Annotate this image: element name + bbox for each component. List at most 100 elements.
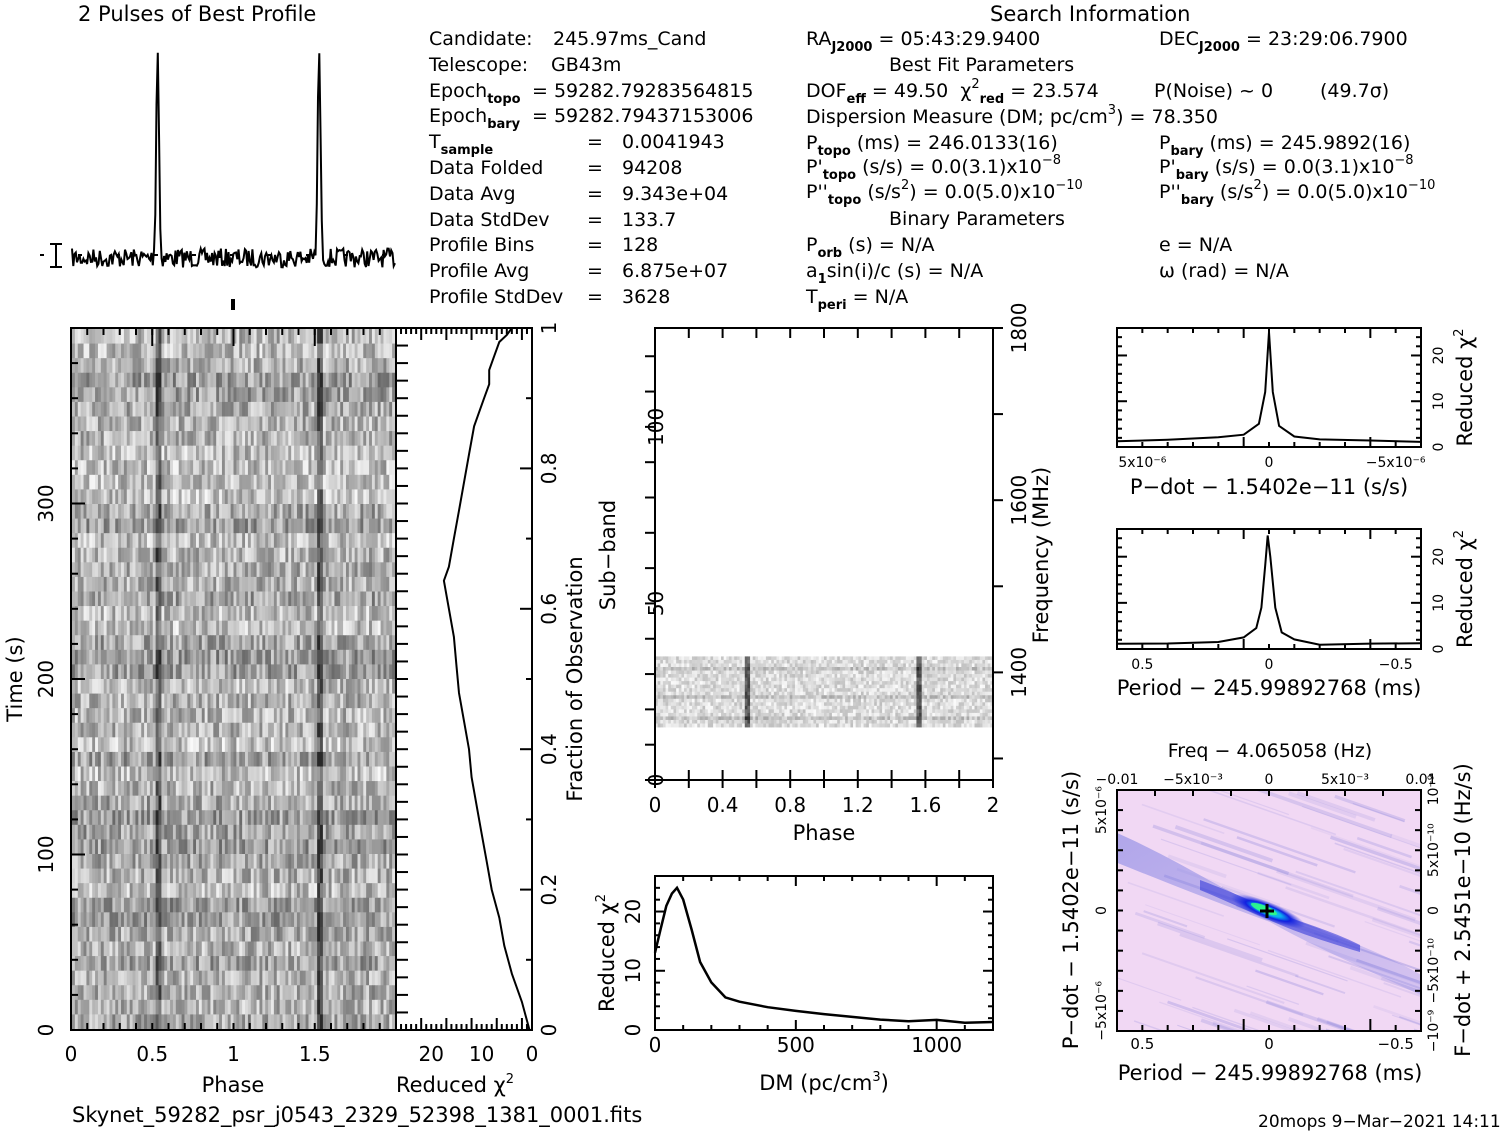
heatmap-cell: [158, 737, 162, 753]
heatmap-cell: [161, 329, 165, 344]
heatmap-cell: [141, 868, 145, 884]
heatmap-cell: [149, 912, 154, 928]
heatmap-cell: [279, 533, 283, 549]
heatmap-cell: [210, 649, 214, 665]
heatmap-cell: [190, 839, 194, 855]
heatmap-cell: [181, 722, 185, 738]
heatmap-cell: [279, 751, 283, 767]
heatmap-cell: [265, 766, 269, 782]
heatmap-cell: [233, 329, 237, 344]
heatmap-cell: [152, 795, 157, 811]
heatmap-cell: [360, 664, 364, 680]
heatmap-cell: [97, 956, 102, 972]
heatmap-cell: [221, 547, 226, 563]
heatmap-cell: [279, 358, 283, 374]
heatmap-cell: [83, 620, 87, 636]
heatmap-cell: [103, 693, 107, 709]
heatmap-cell: [204, 504, 208, 519]
heatmap-cell: [273, 926, 278, 942]
heatmap-cell: [331, 854, 335, 869]
heatmap-cell: [109, 868, 113, 884]
heatmap-cell: [389, 766, 393, 782]
heatmap-cell: [178, 824, 182, 840]
info-row: Telescope: GB43m: [429, 54, 621, 76]
heatmap-cell: [109, 547, 113, 563]
heatmap-cell: [343, 518, 347, 534]
heatmap-cell: [138, 343, 142, 359]
heatmap-cell: [392, 591, 396, 607]
heatmap-cell: [213, 504, 217, 519]
heatmap-cell: [230, 518, 234, 534]
heatmap-cell: [184, 474, 188, 490]
heatmap-cell: [181, 533, 185, 549]
heatmap-cell: [187, 358, 191, 374]
heatmap-cell: [146, 693, 151, 709]
heatmap-cell: [265, 693, 269, 709]
heatmap-cell: [135, 693, 139, 709]
heatmap-cell: [135, 562, 139, 578]
heatmap-cell: [74, 941, 79, 957]
heatmap-cell: [357, 751, 361, 767]
heatmap-cell: [144, 810, 148, 826]
heatmap-cell: [302, 329, 306, 344]
heatmap-cell: [288, 722, 292, 738]
heatmap-cell: [279, 518, 283, 534]
heatmap-cell: [348, 679, 353, 694]
heatmap-cell: [345, 372, 350, 388]
heatmap-cell: [265, 737, 269, 753]
heatmap-cell: [354, 489, 358, 505]
heatmap-cell: [371, 693, 376, 709]
heatmap-cell: [331, 708, 335, 724]
heatmap-cell: [172, 445, 177, 461]
heatmap-cell: [201, 504, 206, 519]
heatmap-cell: [97, 387, 102, 403]
heatmap-cell: [149, 358, 154, 374]
heatmap-cell: [100, 460, 105, 476]
heatmap-cell: [253, 868, 257, 884]
heatmap-cell: [201, 693, 206, 709]
heatmap-cell: [152, 474, 157, 490]
heatmap-cell: [291, 679, 295, 694]
heatmap-cell: [227, 474, 232, 490]
heatmap-cell: [172, 795, 177, 811]
heatmap-cell: [354, 795, 358, 811]
heatmap-cell: [216, 431, 220, 447]
heatmap-cell: [392, 926, 396, 942]
heatmap-cell: [242, 839, 246, 855]
heatmap-cell: [144, 897, 148, 913]
heatmap-cell: [328, 664, 332, 680]
heatmap-cell: [259, 416, 263, 432]
heatmap-cell: [256, 635, 260, 651]
heatmap-cell: [95, 606, 99, 622]
heatmap-cell: [262, 839, 266, 855]
heatmap-cell: [155, 810, 159, 826]
heatmap-cell: [77, 708, 82, 724]
heatmap-cell: [198, 795, 203, 811]
heatmap-cell: [354, 606, 358, 622]
heatmap-cell: [308, 912, 312, 928]
heatmap-cell: [371, 664, 376, 680]
heatmap-cell: [366, 868, 370, 884]
heatmap-cell: [354, 518, 358, 534]
heatmap-cell: [72, 795, 76, 811]
heatmap-cell: [216, 504, 220, 519]
heatmap-cell: [123, 401, 128, 417]
heatmap-cell: [305, 460, 309, 476]
heatmap-cell: [334, 576, 338, 592]
heatmap-cell: [380, 460, 384, 476]
heatmap-cell: [161, 824, 165, 840]
heatmap-cell: [132, 795, 136, 811]
heatmap-cell: [123, 591, 128, 607]
heatmap-cell: [389, 737, 393, 753]
heatmap-cell: [363, 576, 367, 592]
heatmap-cell: [322, 795, 327, 811]
heatmap-cell: [311, 854, 315, 869]
heatmap-cell: [132, 912, 136, 928]
heatmap-cell: [343, 372, 347, 388]
heatmap-cell: [118, 693, 122, 709]
heatmap-cell: [337, 926, 341, 942]
dm-sup: 3: [1107, 103, 1117, 118]
heatmap-cell: [328, 941, 332, 957]
heatmap-cell: [348, 912, 353, 928]
heatmap-cell: [357, 883, 361, 899]
